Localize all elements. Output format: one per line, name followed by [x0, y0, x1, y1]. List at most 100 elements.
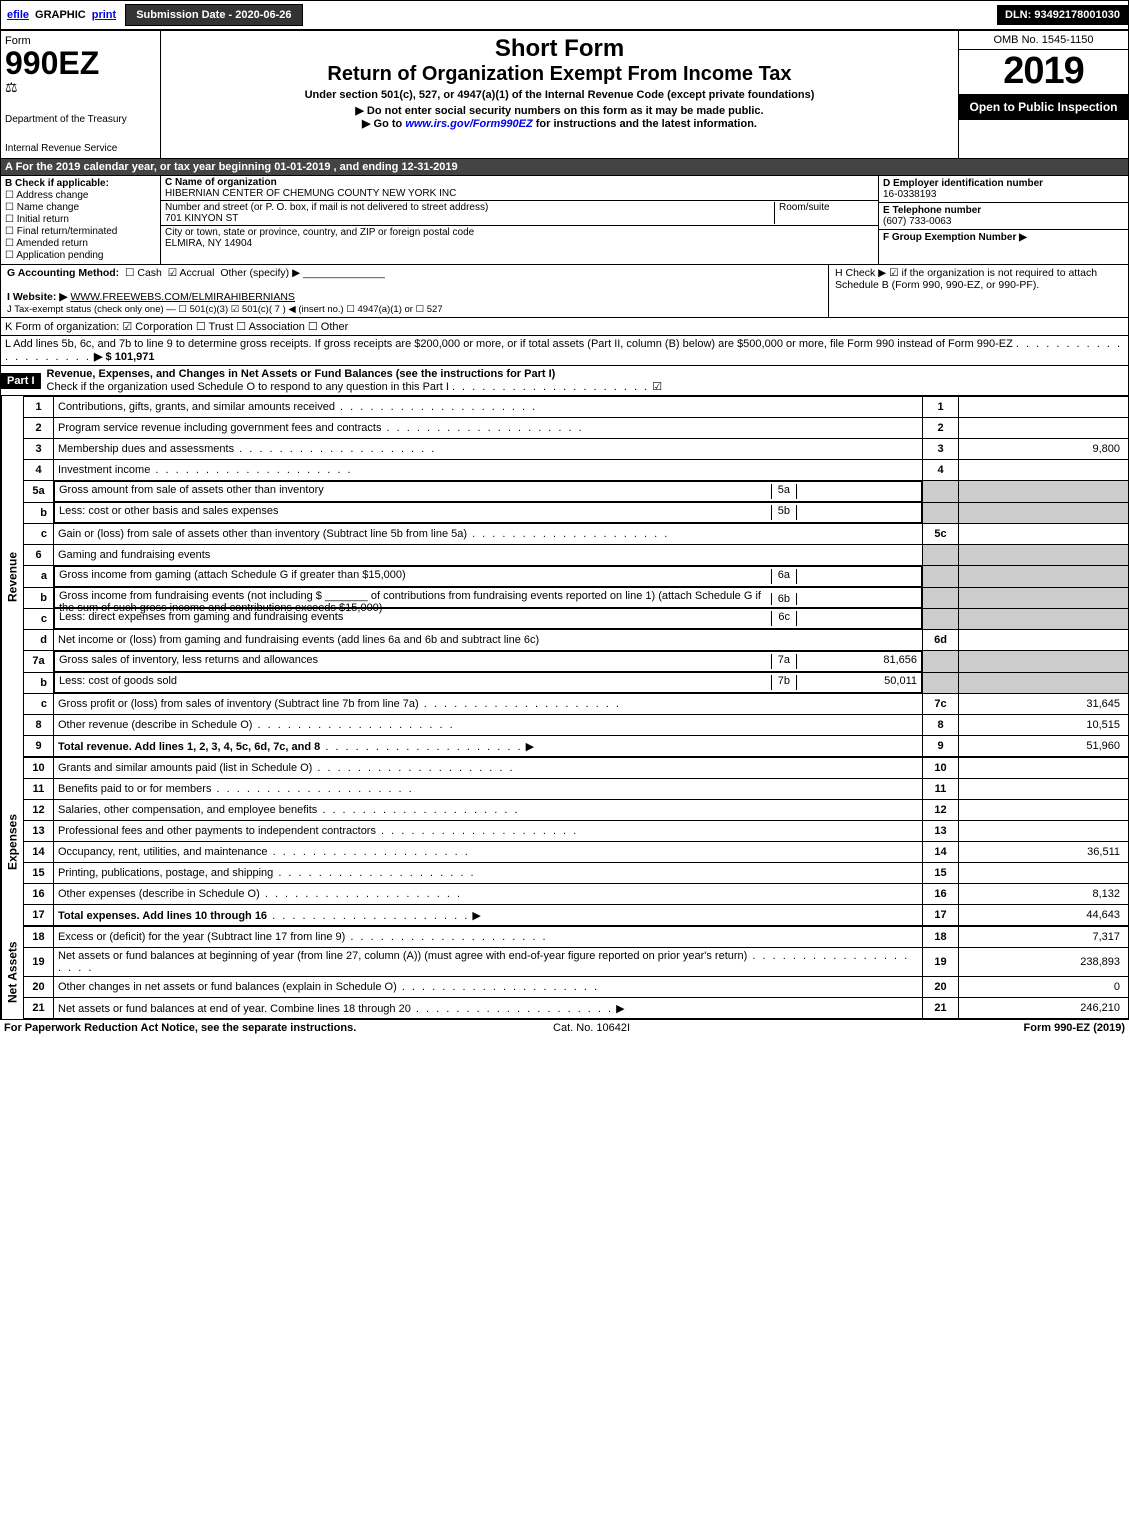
- street-address: 701 KINYON ST: [165, 213, 238, 224]
- chk-address-change[interactable]: ☐ Address change: [5, 190, 156, 201]
- line-10: 10Grants and similar amounts paid (list …: [24, 758, 1129, 779]
- form-ref: Form 990-EZ (2019): [1024, 1022, 1125, 1034]
- line-18: 18Excess or (deficit) for the year (Subt…: [24, 927, 1129, 948]
- net-assets-section: Net Assets 18Excess or (deficit) for the…: [0, 926, 1129, 1019]
- phone-label: E Telephone number: [883, 205, 981, 216]
- city-label: City or town, state or province, country…: [165, 227, 474, 238]
- line-5b: bLess: cost or other basis and sales exp…: [24, 502, 1129, 524]
- goto-instructions: ▶ Go to www.irs.gov/Form990EZ for instru…: [167, 117, 952, 130]
- revenue-table: 1Contributions, gifts, grants, and simil…: [23, 396, 1129, 757]
- graphic-label: GRAPHIC: [35, 9, 86, 21]
- l-amount: ▶ $ 101,971: [94, 351, 154, 363]
- expenses-table: 10Grants and similar amounts paid (list …: [23, 757, 1129, 926]
- line-9: 9Total revenue. Add lines 1, 2, 3, 4, 5c…: [24, 736, 1129, 757]
- omb-number: OMB No. 1545-1150: [959, 31, 1128, 50]
- goto-post: for instructions and the latest informat…: [533, 118, 757, 130]
- line-21: 21Net assets or fund balances at end of …: [24, 998, 1129, 1019]
- dln-label: DLN: 93492178001030: [997, 5, 1128, 25]
- open-to-public: Open to Public Inspection: [959, 94, 1128, 120]
- line-1: 1Contributions, gifts, grants, and simil…: [24, 397, 1129, 418]
- form-header: Form 990EZ ⚖ Department of the Treasury …: [0, 30, 1129, 159]
- submission-date-button[interactable]: Submission Date - 2020-06-26: [125, 4, 302, 26]
- line-3: 3Membership dues and assessments39,800: [24, 439, 1129, 460]
- line-5a: 5aGross amount from sale of assets other…: [24, 481, 1129, 503]
- l-text: L Add lines 5b, 6c, and 7b to line 9 to …: [5, 338, 1013, 350]
- section-b-label: B Check if applicable:: [5, 178, 109, 189]
- print-link[interactable]: print: [86, 5, 122, 25]
- row-j: J Tax-exempt status (check only one) — ☐…: [7, 304, 443, 315]
- line-8: 8Other revenue (describe in Schedule O)8…: [24, 715, 1129, 736]
- revenue-vert-label: Revenue: [1, 396, 23, 757]
- treasury-seal-icon: ⚖: [5, 79, 156, 96]
- dept-label: Department of the Treasury: [5, 114, 156, 125]
- city-state-zip: ELMIRA, NY 14904: [165, 238, 252, 249]
- subtitle: Under section 501(c), 527, or 4947(a)(1)…: [167, 89, 952, 101]
- gh-row: G Accounting Method: ☐ Cash ☑ Accrual Ot…: [0, 265, 1129, 318]
- line-19: 19Net assets or fund balances at beginni…: [24, 948, 1129, 977]
- chk-application-pending[interactable]: ☐ Application pending: [5, 250, 156, 261]
- chk-amended-return[interactable]: ☐ Amended return: [5, 238, 156, 249]
- revenue-section: Revenue 1Contributions, gifts, grants, a…: [0, 396, 1129, 757]
- netassets-vert-label: Net Assets: [1, 926, 23, 1019]
- form-number: 990EZ: [5, 47, 156, 79]
- goto-pre: ▶ Go to: [362, 118, 405, 130]
- line-17: 17Total expenses. Add lines 10 through 1…: [24, 905, 1129, 926]
- header-center: Short Form Return of Organization Exempt…: [161, 31, 958, 158]
- line-6c: cLess: direct expenses from gaming and f…: [24, 608, 1129, 630]
- line-6b: bGross income from fundraising events (n…: [24, 587, 1129, 608]
- g-label: G Accounting Method:: [7, 267, 119, 279]
- line-4: 4Investment income4: [24, 460, 1129, 481]
- part1-label: Part I: [1, 373, 41, 389]
- part1-check-line: Check if the organization used Schedule …: [47, 381, 449, 393]
- room-suite-label: Room/suite: [774, 202, 874, 224]
- line-7b: bLess: cost of goods sold7b50,011: [24, 672, 1129, 694]
- g-cash[interactable]: Cash: [137, 267, 162, 279]
- chk-initial-return[interactable]: ☐ Initial return: [5, 214, 156, 225]
- line-6d: dNet income or (loss) from gaming and fu…: [24, 630, 1129, 651]
- netassets-table: 18Excess or (deficit) for the year (Subt…: [23, 926, 1129, 1019]
- header-right: OMB No. 1545-1150 2019 Open to Public In…: [958, 31, 1128, 158]
- part1-title: Revenue, Expenses, and Changes in Net As…: [47, 368, 556, 380]
- row-h: H Check ▶ ☑ if the organization is not r…: [828, 265, 1128, 317]
- g-accrual[interactable]: Accrual: [179, 267, 214, 279]
- i-label: I Website: ▶: [7, 291, 67, 303]
- line-6a: aGross income from gaming (attach Schedu…: [24, 566, 1129, 588]
- short-form-title: Short Form: [167, 35, 952, 63]
- addr-label: Number and street (or P. O. box, if mail…: [165, 202, 488, 213]
- line-12: 12Salaries, other compensation, and empl…: [24, 800, 1129, 821]
- website-link[interactable]: WWW.FREEWEBS.COM/ELMIRAHIBERNIANS: [70, 291, 295, 303]
- expenses-section: Expenses 10Grants and similar amounts pa…: [0, 757, 1129, 926]
- chk-final-return[interactable]: ☐ Final return/terminated: [5, 226, 156, 237]
- org-name: HIBERNIAN CENTER OF CHEMUNG COUNTY NEW Y…: [165, 188, 456, 199]
- g-other[interactable]: Other (specify) ▶: [220, 267, 300, 279]
- tax-period-line: A For the 2019 calendar year, or tax yea…: [0, 159, 1129, 176]
- line-11: 11Benefits paid to or for members11: [24, 779, 1129, 800]
- line-16: 16Other expenses (describe in Schedule O…: [24, 884, 1129, 905]
- part1-header-row: Part I Revenue, Expenses, and Changes in…: [0, 366, 1129, 396]
- line-2: 2Program service revenue including gover…: [24, 418, 1129, 439]
- header-left: Form 990EZ ⚖ Department of the Treasury …: [1, 31, 161, 158]
- row-k: K Form of organization: ☑ Corporation ☐ …: [0, 318, 1129, 336]
- expenses-vert-label: Expenses: [1, 757, 23, 926]
- top-bar: efile GRAPHIC print Submission Date - 20…: [0, 0, 1129, 30]
- identity-block: B Check if applicable: ☐ Address change …: [0, 176, 1129, 265]
- page-footer: For Paperwork Reduction Act Notice, see …: [0, 1019, 1129, 1036]
- line-7c: cGross profit or (loss) from sales of in…: [24, 694, 1129, 715]
- paperwork-notice: For Paperwork Reduction Act Notice, see …: [4, 1022, 356, 1034]
- group-exemption-label: F Group Exemption Number ▶: [883, 232, 1027, 243]
- line-15: 15Printing, publications, postage, and s…: [24, 863, 1129, 884]
- ein-value: 16-0338193: [883, 189, 936, 200]
- line-7a: 7aGross sales of inventory, less returns…: [24, 651, 1129, 673]
- part1-checkbox[interactable]: ☑: [652, 381, 662, 393]
- irs-link[interactable]: www.irs.gov/Form990EZ: [405, 118, 532, 130]
- line-6: 6Gaming and fundraising events: [24, 545, 1129, 566]
- section-def: D Employer identification number 16-0338…: [878, 176, 1128, 264]
- efile-link[interactable]: efile: [1, 5, 35, 25]
- line-20: 20Other changes in net assets or fund ba…: [24, 977, 1129, 998]
- ein-label: D Employer identification number: [883, 178, 1043, 189]
- chk-name-change[interactable]: ☐ Name change: [5, 202, 156, 213]
- tax-year: 2019: [959, 50, 1128, 94]
- section-c: C Name of organization HIBERNIAN CENTER …: [161, 176, 878, 264]
- irs-label: Internal Revenue Service: [5, 143, 156, 154]
- catalog-number: Cat. No. 10642I: [553, 1022, 630, 1034]
